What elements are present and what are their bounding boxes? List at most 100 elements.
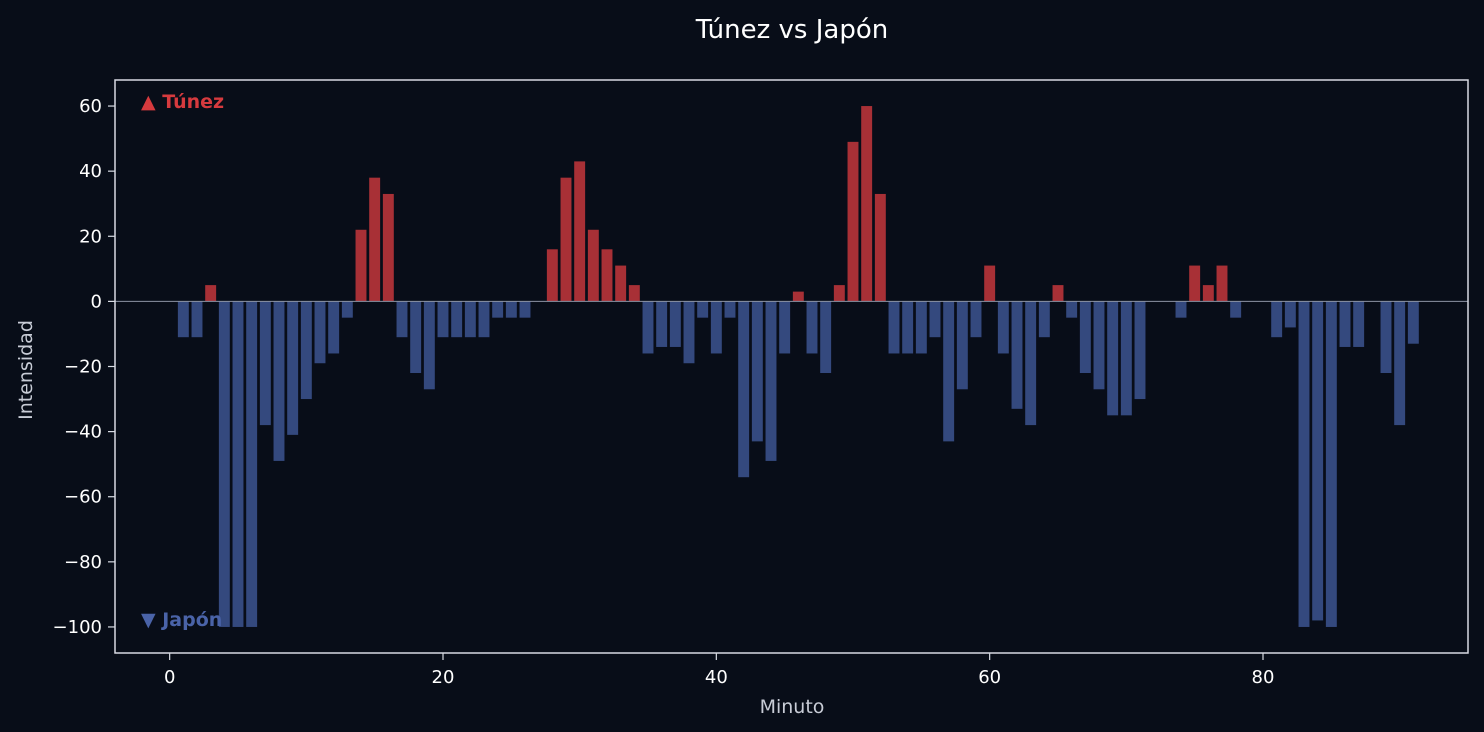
x-tick-label: 80 [1252, 667, 1275, 688]
x-tick-label: 20 [432, 667, 455, 688]
legend-japon: ▼ Japón [141, 609, 222, 631]
bar-minute-83 [1298, 301, 1310, 627]
bar-minute-50 [847, 141, 859, 302]
bar-minute-14 [355, 229, 367, 302]
bar-minute-8 [273, 301, 285, 461]
bar-minute-51 [861, 106, 873, 302]
bar-minute-82 [1284, 301, 1296, 328]
y-tick-label: −20 [64, 357, 102, 378]
bar-minute-60 [984, 265, 996, 302]
bar-minute-69 [1107, 301, 1119, 416]
bar-minute-17 [396, 301, 408, 338]
bar-minute-61 [997, 301, 1009, 354]
y-tick-label: 20 [79, 226, 102, 247]
bar-minute-77 [1216, 265, 1228, 302]
x-axis-ticks: 0 20 40 60 80 [164, 653, 1275, 688]
bar-minute-90 [1394, 301, 1406, 426]
y-tick-label: 60 [79, 96, 102, 117]
bar-minute-58 [956, 301, 968, 390]
bar-minute-19 [423, 301, 435, 390]
bar-minute-86 [1339, 301, 1351, 347]
bar-minute-6 [246, 301, 258, 627]
bar-minute-5 [232, 301, 244, 627]
bar-minute-48 [820, 301, 832, 374]
y-tick-label: 40 [79, 161, 102, 182]
bar-minute-25 [505, 301, 517, 318]
bar-minute-81 [1271, 301, 1283, 338]
bar-minute-30 [574, 161, 586, 302]
bar-minute-24 [492, 301, 504, 318]
bar-minute-89 [1380, 301, 1392, 374]
bar-minute-12 [328, 301, 340, 354]
bar-minute-43 [751, 301, 763, 442]
bar-minute-28 [546, 249, 558, 302]
bar-minute-53 [888, 301, 900, 354]
bar-minute-29 [560, 177, 572, 302]
bar-minute-39 [697, 301, 709, 318]
bar-minute-23 [478, 301, 490, 338]
bar-minute-22 [464, 301, 476, 338]
x-axis-label: Minuto [760, 696, 825, 718]
bar-minute-31 [587, 229, 599, 302]
bar-minute-66 [1066, 301, 1078, 318]
bar-minute-40 [710, 301, 722, 354]
bar-minute-41 [724, 301, 736, 318]
y-axis-label: Intensidad [15, 320, 37, 420]
bar-minute-4 [218, 301, 230, 627]
plot-frame [114, 79, 1469, 654]
bar-minute-76 [1202, 285, 1214, 302]
bar-minute-45 [779, 301, 791, 354]
chart-title: Túnez vs Japón [695, 15, 889, 45]
y-tick-label: −100 [53, 617, 102, 638]
bar-minute-57 [943, 301, 955, 442]
bar-minute-10 [300, 301, 312, 400]
bar-minute-59 [970, 301, 982, 338]
bar-minute-55 [915, 301, 927, 354]
bar-minute-32 [601, 249, 613, 302]
bar-minute-42 [738, 301, 750, 478]
bar-minute-15 [369, 177, 381, 302]
bar-minute-37 [669, 301, 681, 347]
x-tick-label: 40 [705, 667, 728, 688]
bar-minute-7 [259, 301, 271, 426]
y-tick-label: 0 [91, 291, 102, 312]
bar-minute-68 [1093, 301, 1105, 390]
bar-minute-56 [929, 301, 941, 338]
bar-minute-85 [1325, 301, 1337, 627]
bar-minute-13 [341, 301, 353, 318]
bar-minute-64 [1038, 301, 1050, 338]
bar-minute-33 [615, 265, 627, 302]
bar-minute-74 [1175, 301, 1187, 318]
bar-minute-26 [519, 301, 531, 318]
bar-minute-20 [437, 301, 449, 338]
bar-minute-52 [874, 193, 886, 302]
bar-minute-35 [642, 301, 654, 354]
bar-minute-21 [451, 301, 463, 338]
bar-minute-87 [1353, 301, 1365, 347]
bars-layer [177, 106, 1419, 627]
bar-minute-9 [287, 301, 299, 435]
bar-minute-36 [656, 301, 668, 347]
bar-minute-34 [628, 285, 640, 302]
bar-minute-46 [792, 291, 804, 302]
bar-minute-65 [1052, 285, 1064, 302]
bar-minute-91 [1407, 301, 1419, 344]
bar-minute-47 [806, 301, 818, 354]
bar-minute-44 [765, 301, 777, 461]
bar-minute-62 [1011, 301, 1023, 409]
bar-minute-71 [1134, 301, 1146, 400]
bar-minute-67 [1079, 301, 1091, 374]
bar-minute-2 [191, 301, 203, 338]
y-axis-ticks: 60 40 20 0 −20 −40 −60 −80 −100 [53, 96, 115, 638]
y-tick-label: −40 [64, 422, 102, 443]
bar-minute-38 [683, 301, 695, 364]
y-tick-label: −80 [64, 552, 102, 573]
x-tick-label: 0 [164, 667, 175, 688]
bar-minute-1 [177, 301, 189, 338]
bar-minute-18 [410, 301, 422, 374]
bar-minute-78 [1230, 301, 1242, 318]
bar-minute-63 [1025, 301, 1037, 426]
x-tick-label: 60 [978, 667, 1001, 688]
y-tick-label: −60 [64, 487, 102, 508]
